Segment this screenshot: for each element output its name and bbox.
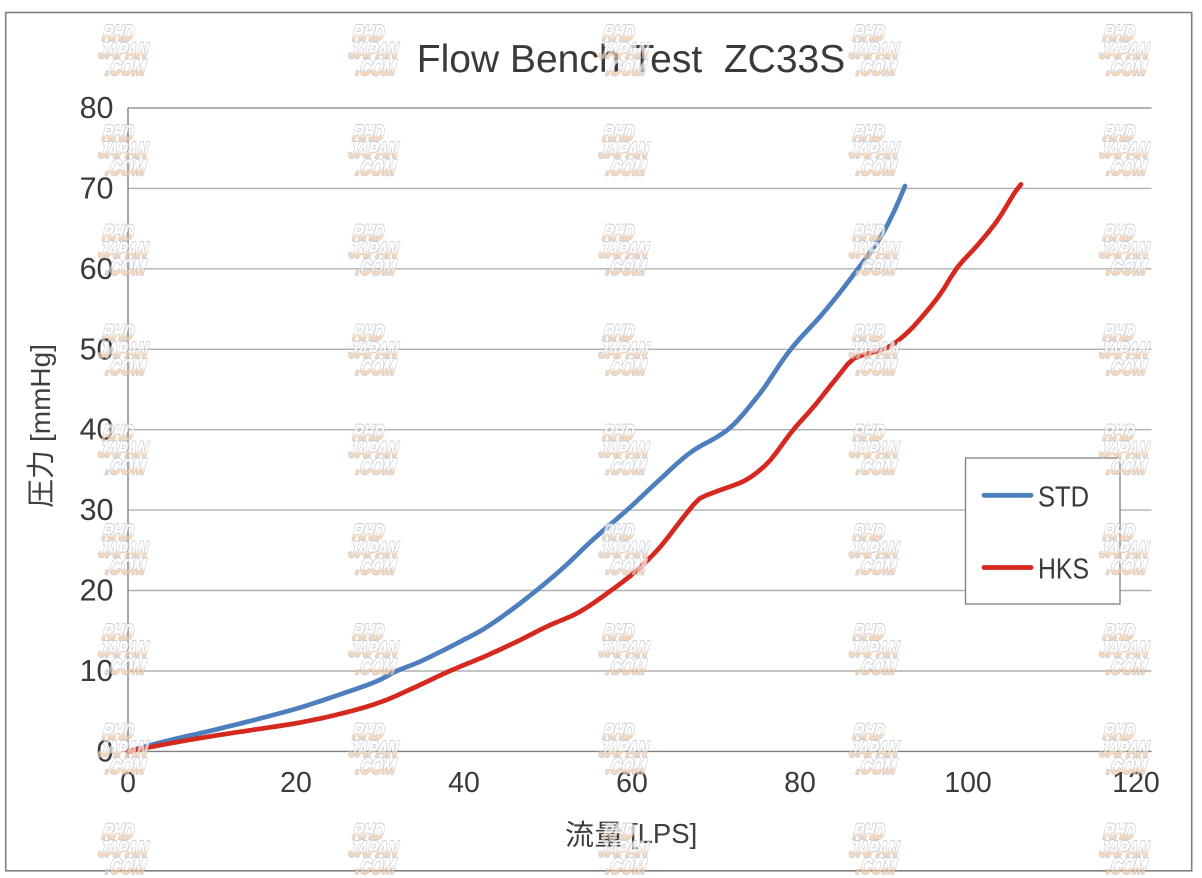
- svg-text:80: 80: [80, 91, 114, 125]
- svg-text:100: 100: [944, 767, 992, 799]
- svg-text:20: 20: [80, 574, 114, 608]
- svg-text:HKS: HKS: [1038, 554, 1089, 586]
- svg-text:20: 20: [280, 767, 312, 799]
- svg-text:[mmHg]: [mmHg]: [25, 344, 56, 442]
- svg-text:STD: STD: [1038, 481, 1089, 513]
- svg-text:80: 80: [784, 767, 816, 799]
- svg-text:40: 40: [448, 767, 480, 799]
